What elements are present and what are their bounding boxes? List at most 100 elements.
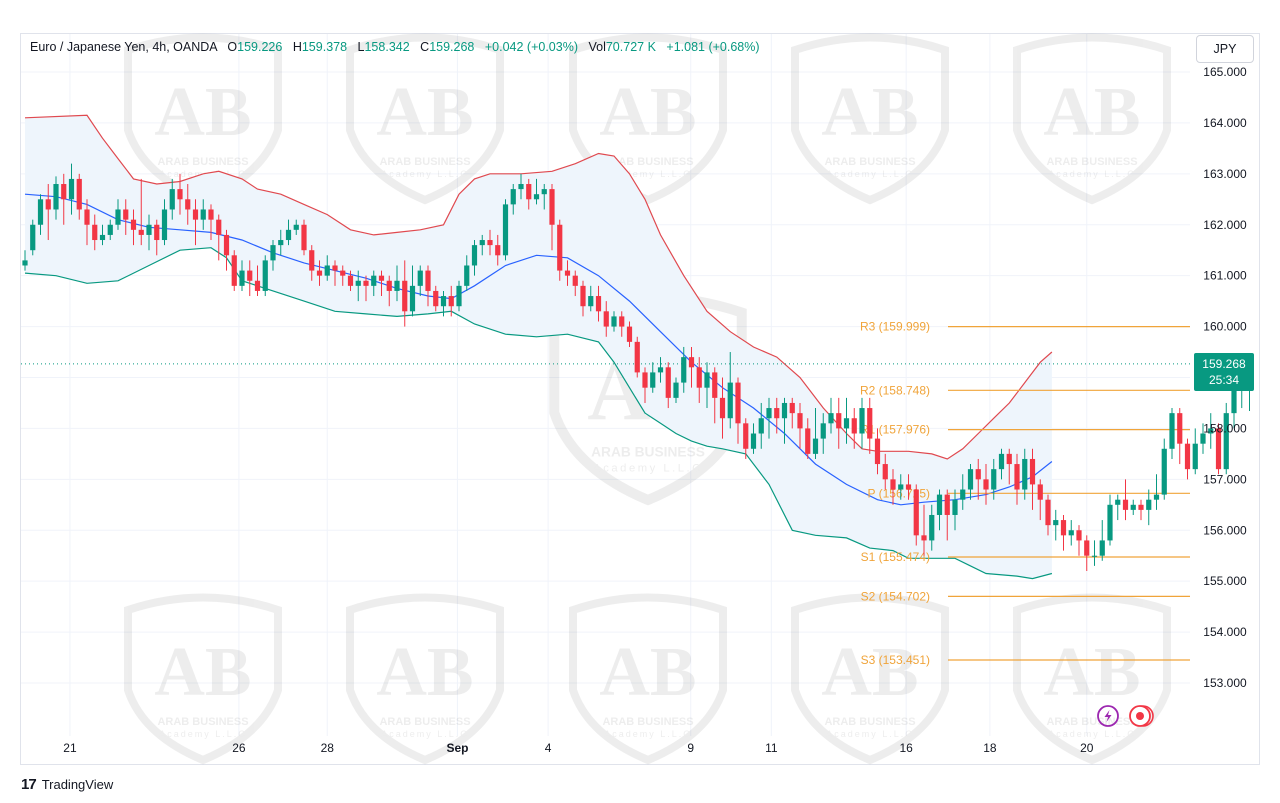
candle-body xyxy=(719,397,726,419)
candle xyxy=(681,346,687,393)
candle-body xyxy=(99,234,106,241)
candle xyxy=(363,275,369,302)
candle-body xyxy=(355,280,361,286)
record-icon[interactable] xyxy=(1129,705,1154,727)
candle xyxy=(549,184,555,251)
candle xyxy=(123,199,129,235)
candle-body xyxy=(293,224,299,230)
candle-body xyxy=(781,402,788,419)
candle xyxy=(657,357,664,383)
candle xyxy=(1223,402,1229,475)
candle-body xyxy=(192,209,199,220)
candle-body xyxy=(905,484,912,490)
candle-body xyxy=(262,260,268,291)
candle xyxy=(479,234,485,256)
candle-body xyxy=(650,372,656,388)
candle-body xyxy=(820,423,826,439)
symbol-title[interactable]: Euro / Japanese Yen, 4h, OANDA xyxy=(30,40,217,54)
candle-body xyxy=(1091,555,1098,557)
candle xyxy=(952,489,958,531)
candle xyxy=(735,377,741,444)
candle xyxy=(154,219,160,256)
candle xyxy=(1029,448,1036,510)
candle-body xyxy=(402,280,408,312)
candle-body xyxy=(967,469,974,490)
candle-body xyxy=(1107,504,1113,541)
candle xyxy=(53,176,59,220)
candle xyxy=(867,397,873,454)
watermark-monogram: AB xyxy=(821,634,918,711)
candle-body xyxy=(1060,520,1067,536)
candle-body xyxy=(185,199,191,210)
candle xyxy=(665,362,671,409)
candle-body xyxy=(828,413,834,424)
candle xyxy=(588,285,594,312)
candle-body xyxy=(626,326,633,342)
candle xyxy=(208,204,214,241)
candle xyxy=(1076,525,1082,556)
candle-body xyxy=(952,499,958,515)
watermark-title: ARAB BUSINESS xyxy=(602,716,693,728)
candle xyxy=(944,489,950,541)
candle-body xyxy=(673,382,679,398)
time-tick-label: 21 xyxy=(63,741,77,755)
lightning-icon[interactable] xyxy=(1097,705,1119,727)
price-tick-label: 163.000 xyxy=(1203,167,1247,181)
candle-body xyxy=(1076,530,1082,541)
candle-body xyxy=(1192,443,1198,470)
price-tick-label: 153.000 xyxy=(1203,676,1247,690)
candle xyxy=(820,413,826,454)
candle-body xyxy=(603,311,609,327)
candle-body xyxy=(1208,428,1214,434)
candle xyxy=(1122,479,1129,521)
candle xyxy=(859,397,865,449)
candle xyxy=(1208,413,1214,449)
candle xyxy=(1200,423,1206,454)
tradingview-logo[interactable]: 17 TradingView xyxy=(21,776,113,793)
candle xyxy=(316,260,323,286)
candle-body xyxy=(223,234,230,256)
candle-body xyxy=(712,372,718,398)
candle-body xyxy=(115,209,121,225)
open-label: O xyxy=(227,40,238,54)
watermark-subtitle: Academy L.L.C xyxy=(604,169,692,179)
candle xyxy=(37,194,44,235)
candle-body xyxy=(270,245,276,261)
watermark-title: ARAB BUSINESS xyxy=(157,716,248,728)
volume-change: +1.081 (+0.68%) xyxy=(666,40,760,54)
candle xyxy=(1169,408,1175,459)
currency-button[interactable]: JPY xyxy=(1196,35,1254,63)
candle xyxy=(890,469,896,505)
volume-label: Vol xyxy=(588,40,606,54)
candle-body xyxy=(37,199,44,225)
candle xyxy=(805,418,811,459)
candle-body xyxy=(1053,520,1059,526)
candle-body xyxy=(882,464,888,480)
candle-body xyxy=(983,479,989,490)
candle-body xyxy=(836,413,842,429)
watermark-shield-icon xyxy=(569,593,727,765)
watermark-shield-icon xyxy=(346,593,504,765)
candle-body xyxy=(1130,504,1136,510)
candle-body xyxy=(425,270,431,291)
candle-body xyxy=(681,357,687,383)
candles[interactable] xyxy=(22,163,1253,571)
candle xyxy=(146,214,152,251)
candle xyxy=(510,184,516,215)
candle xyxy=(611,311,617,332)
watermark-shield-icon xyxy=(1013,33,1171,205)
pivot-label-r3: R3 (159.999) xyxy=(860,320,930,334)
chart-panel[interactable] xyxy=(20,33,1260,765)
candle xyxy=(84,199,90,246)
candle xyxy=(471,240,478,276)
candle xyxy=(929,504,935,551)
candle-body xyxy=(1045,499,1051,526)
open-value: 159.226 xyxy=(237,40,283,54)
watermark-title: ARAB BUSINESS xyxy=(1046,156,1137,168)
candle xyxy=(1215,423,1222,475)
candle xyxy=(603,301,609,337)
watermark-monogram: AB xyxy=(154,74,251,151)
time-axis[interactable]: 21 26 28 Sep 4 9 11 16 18 20 xyxy=(63,741,1093,755)
